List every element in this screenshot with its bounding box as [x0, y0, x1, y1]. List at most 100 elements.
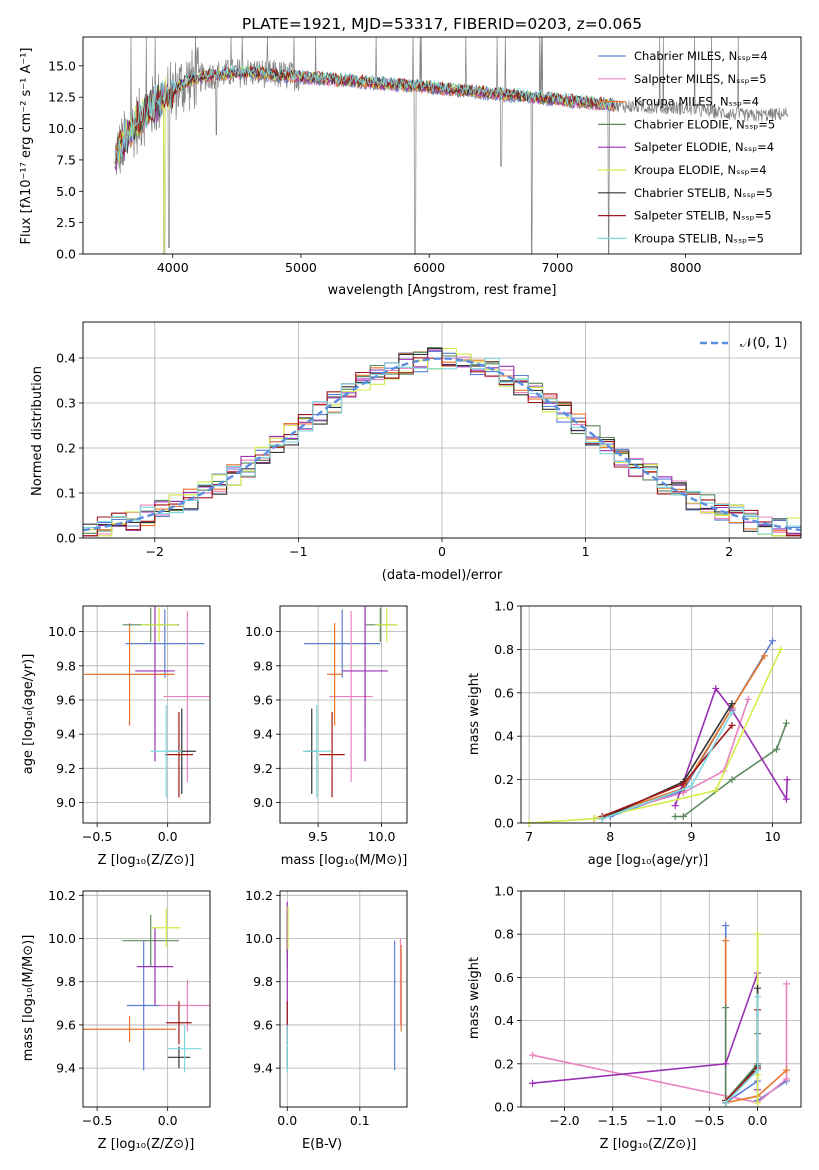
- series-chabrier_elodie: [675, 722, 788, 818]
- model-spectrum-kroupa_stelib: [114, 64, 616, 164]
- massz-y-label: mass [log₁₀(M/M⊙)]: [21, 935, 36, 1062]
- legend-label: Salpeter ELODIE, Nₛₛₚ=4: [634, 140, 774, 154]
- x-tick-label: 6000: [413, 260, 445, 275]
- axes-frame: [82, 321, 802, 539]
- mass-vs-metallicity-panel: −0.5 0.0 9.4 9.6 9.8 10.0 10.2: [48, 888, 211, 1128]
- x-tick-label: −0.5: [82, 829, 112, 844]
- point-marker-salpeter_miles: [529, 1051, 537, 1059]
- point-marker-chabrier_elodie: [773, 745, 781, 753]
- legend-label: Chabrier STELIB, Nₛₛₚ=5: [634, 186, 773, 200]
- x-tick-label: 1: [582, 544, 590, 559]
- point-marker-salpeter_miles: [744, 695, 752, 703]
- x-tick-label: 9.5: [308, 829, 328, 844]
- series-salpeter_miles: [532, 983, 788, 1104]
- x-tick-label: 0: [438, 544, 446, 559]
- x-tick-label: 8000: [670, 260, 702, 275]
- point-marker-kroupa_stelib: [722, 1099, 730, 1107]
- model-spectrum-kroupa_miles: [114, 66, 616, 162]
- x-tick-label: 7000: [541, 260, 573, 275]
- y-tick-label: 7.5: [56, 152, 76, 167]
- point-marker-kroupa_miles: [722, 937, 730, 945]
- point-marker-kroupa_stelib: [754, 993, 762, 1001]
- mass-weight-vs-metallicity-panel: −2.0 −1.5 −1.0 −0.5 0.0 0.0 0.2 0.4 0.6 0.8 1.0: [494, 884, 802, 1128]
- legend-label: Chabrier ELODIE, Nₛₛₚ=5: [634, 117, 775, 131]
- legend-label: Kroupa MILES, Nₛₛₚ=4: [634, 95, 759, 109]
- point-marker-kroupa_elodie: [590, 815, 598, 823]
- y-tick-label: 9.4: [56, 1061, 76, 1076]
- y-tick-label: 0.4: [494, 1013, 514, 1028]
- y-tick-label: 0.6: [494, 685, 514, 700]
- point-marker-chabrier_miles: [769, 637, 777, 645]
- y-tick-label: 0.8: [494, 642, 514, 657]
- mwz-y-label: mass weight: [467, 957, 482, 1039]
- residual-y-label: Normed distribution: [30, 366, 45, 496]
- legend-label: Salpeter MILES, Nₛₛₚ=5: [634, 72, 767, 86]
- y-tick-label: 9.8: [56, 974, 76, 989]
- y-tick-label: 5.0: [56, 184, 76, 199]
- axes-frame: [520, 605, 802, 824]
- point-marker-salpeter_elodie: [722, 1060, 730, 1068]
- point-marker-chabrier_miles: [722, 922, 730, 930]
- y-tick-label: 2.5: [56, 215, 76, 230]
- point-marker-chabrier_elodie: [671, 812, 679, 820]
- series-salpeter_elodie: [532, 972, 759, 1090]
- y-tick-label: 1.0: [494, 599, 514, 614]
- y-tick-label: 9.6: [253, 692, 273, 707]
- series-kroupa_miles: [724, 940, 788, 1104]
- y-tick-label: 10.2: [48, 888, 76, 903]
- axes-frame: [82, 890, 211, 1108]
- y-tick-label: 10.2: [245, 888, 273, 903]
- point-marker-kroupa_miles: [783, 1066, 791, 1074]
- x-tick-label: 10: [765, 829, 781, 844]
- x-tick-label: 5000: [285, 260, 317, 275]
- series-kroupa_stelib: [601, 711, 733, 820]
- y-tick-label: 0.4: [56, 351, 76, 366]
- point-marker-kroupa_stelib: [728, 708, 736, 716]
- point-marker-salpeter_stelib: [728, 721, 736, 729]
- legend-label: Kroupa STELIB, Nₛₛₚ=5: [634, 231, 764, 245]
- point-marker-salpeter_miles: [783, 1075, 791, 1083]
- normal-curve: [83, 357, 801, 532]
- series-chabrier_miles: [724, 925, 787, 1105]
- x-tick-label: 0.0: [158, 1113, 178, 1128]
- x-tick-label: −1.5: [598, 1113, 628, 1128]
- point-marker-salpeter_elodie: [712, 684, 720, 692]
- x-tick-label: 8: [606, 829, 614, 844]
- mwz-x-label: Z [log₁₀(Z/Z⊙)]: [600, 1137, 697, 1152]
- y-tick-label: 0.0: [56, 531, 76, 546]
- point-marker-chabrier_elodie: [728, 776, 736, 784]
- x-tick-label: −1: [289, 544, 307, 559]
- spectrum-x-label: wavelength [Angstrom, rest frame]: [328, 283, 557, 298]
- y-tick-label: 9.8: [56, 658, 76, 673]
- axes-frame: [82, 605, 211, 824]
- point-marker-salpeter_elodie: [529, 1079, 537, 1087]
- x-tick-label: 10.0: [368, 829, 396, 844]
- y-tick-label: 9.2: [56, 761, 76, 776]
- y-tick-label: 0.2: [494, 772, 514, 787]
- legend-label: Chabrier MILES, Nₛₛₚ=4: [634, 49, 768, 63]
- massebv-x-label: E(B-V): [302, 1137, 342, 1152]
- point-marker-salpeter_stelib: [679, 780, 687, 788]
- y-tick-label: 0.2: [56, 441, 76, 456]
- point-marker-kroupa_elodie: [754, 930, 762, 938]
- legend-label: Kroupa ELODIE, Nₛₛₚ=4: [634, 163, 767, 177]
- y-tick-label: 0.1: [56, 486, 76, 501]
- x-tick-label: −2: [146, 544, 164, 559]
- y-tick-label: 9.0: [253, 795, 273, 810]
- y-tick-label: 12.5: [48, 90, 76, 105]
- point-marker-chabrier_elodie: [722, 1004, 730, 1012]
- point-marker-salpeter_miles: [783, 980, 791, 988]
- axes-frame: [279, 890, 408, 1108]
- point-marker-kroupa_stelib: [754, 1066, 762, 1074]
- mwage-y-label: mass weight: [467, 673, 482, 755]
- y-tick-label: 9.6: [56, 692, 76, 707]
- x-tick-label: −0.5: [82, 1113, 112, 1128]
- point-marker-chabrier_elodie: [679, 812, 687, 820]
- histogram-kroupa_stelib: [83, 357, 801, 535]
- y-tick-label: 10.0: [48, 931, 76, 946]
- x-tick-label: 9: [687, 829, 695, 844]
- legend-label: 𝒩(0, 1): [740, 336, 787, 351]
- x-tick-label: 7: [525, 829, 533, 844]
- point-marker-kroupa_elodie: [777, 645, 785, 653]
